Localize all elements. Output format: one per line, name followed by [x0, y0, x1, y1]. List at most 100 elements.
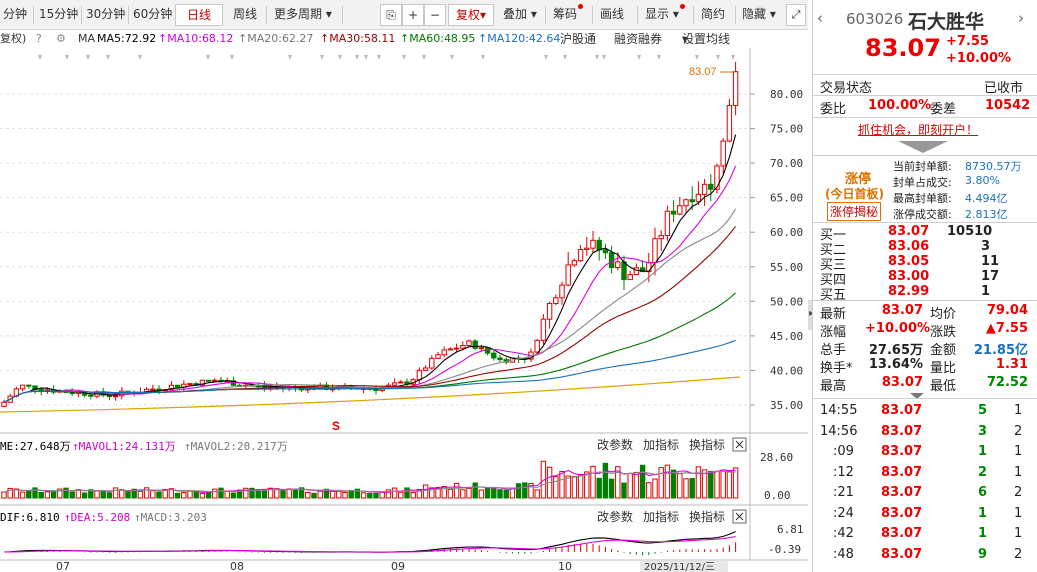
restore-rights-dropdown[interactable]: 复权▾: [448, 4, 494, 26]
volume-bar: [317, 490, 323, 499]
back-chevron-icon[interactable]: ‹: [817, 9, 823, 27]
price-axis-tick: 35.00: [770, 399, 803, 412]
stat-value: 27.65万: [868, 343, 923, 358]
volume-bar: [125, 490, 131, 499]
bid-label: 买五: [820, 288, 847, 303]
volume-bar: [677, 473, 683, 499]
vol-close-icon[interactable]: [732, 437, 747, 452]
kline-chart[interactable]: 80.00 75.00 70.00 65.00 60.00 55.00 50.00 45.00…: [0, 0, 808, 572]
hugutong-label[interactable]: 沪股通: [560, 32, 597, 46]
vol-switch-indicator-button[interactable]: 换指标: [689, 437, 725, 452]
forward-chevron-icon[interactable]: ›: [1018, 9, 1024, 27]
bid-volume: 17: [981, 269, 1000, 284]
status-label: 交易状态: [820, 81, 873, 96]
period-15min[interactable]: 15分钟: [39, 7, 79, 21]
candle: [150, 388, 156, 391]
chevron-down-icon: ▾: [527, 7, 537, 21]
more-periods-dropdown[interactable]: 更多周期 ▾: [274, 7, 332, 21]
open-account-link[interactable]: 抓住机会，即刻开户！: [858, 123, 979, 137]
draw-line-button[interactable]: 画线: [600, 7, 625, 21]
limit-up-reveal-button[interactable]: 涨停揭秘: [827, 202, 882, 221]
quote-panel: ‹ › 603026 石大胜华 83.07 +7.55 +10.00% 交易状态…: [812, 0, 1037, 572]
period-1min[interactable]: 分钟: [3, 7, 28, 21]
weicha-value: 10542: [985, 98, 1031, 113]
candle: [112, 395, 119, 398]
margin-trading-label[interactable]: 融资融券: [614, 32, 663, 46]
hide-button[interactable]: 隐藏 ▾: [742, 7, 776, 21]
candle: [88, 394, 94, 397]
volume-bar: [689, 478, 695, 499]
stock-name: 石大胜华: [908, 11, 985, 33]
zoom-out-icon[interactable]: −: [424, 4, 446, 26]
period-weekly[interactable]: 周线: [233, 7, 258, 21]
macd-add-indicator-button[interactable]: 加指标: [643, 509, 679, 524]
ma120-line: [3, 339, 736, 403]
volume-bar: [224, 490, 230, 499]
candle: [1, 401, 7, 407]
volume-bar: [621, 482, 627, 499]
event-arrow-icon: [86, 55, 90, 60]
volume-bar: [373, 492, 379, 499]
macd-switch-indicator-button[interactable]: 换指标: [689, 509, 725, 524]
vol-edit-params-button[interactable]: 改参数: [597, 437, 633, 452]
volume-bar: [658, 467, 664, 499]
stat-label: 换手*: [820, 361, 853, 376]
fullscreen-icon[interactable]: ⤢: [786, 4, 806, 26]
stat-label: 金额: [930, 343, 957, 358]
ma30-legend: ↑ MA30:58.11: [320, 32, 396, 45]
volume-bar: [385, 489, 392, 499]
collapse-ad-icon[interactable]: [898, 141, 948, 153]
zoom-in-icon[interactable]: +: [402, 4, 424, 26]
gear-icon[interactable]: ⚙: [56, 32, 66, 45]
macd-close-icon[interactable]: [732, 509, 747, 524]
collapse-panel-handle[interactable]: [808, 300, 814, 330]
tick-price: 83.07: [881, 444, 923, 459]
overlay-dropdown[interactable]: 叠加 ▾: [503, 7, 537, 21]
volume-bar: [81, 492, 88, 499]
simple-mode-button[interactable]: 简约: [701, 7, 726, 21]
seal-value-0: 8730.57万: [965, 160, 1022, 173]
vol-add-indicator-button[interactable]: 加指标: [643, 437, 679, 452]
period-30min[interactable]: 30分钟: [86, 7, 126, 21]
seal-value-2: 4.494亿: [965, 192, 1008, 205]
expand-stats-icon[interactable]: [910, 393, 924, 399]
period-daily[interactable]: 日线: [175, 4, 223, 26]
tick-time: :48: [833, 546, 854, 562]
stat-value: 13.64%: [868, 357, 923, 372]
event-arrow-icon: [716, 55, 720, 60]
event-arrow-icon: [695, 55, 699, 60]
stat-value: +10.00%: [865, 321, 931, 336]
chevron-right-icon: ▸: [809, 308, 814, 319]
macd-lines: [3, 531, 737, 556]
volume-bar: [627, 473, 633, 499]
event-arrow-icon: [450, 55, 454, 60]
ma-settings-dropdown[interactable]: 设置均线 ▾: [682, 32, 731, 46]
volume-bar: [354, 488, 361, 499]
volume-bar: [522, 482, 528, 499]
dif-line: [3, 531, 736, 553]
volume-bar: [243, 487, 249, 499]
volume-bar: [695, 466, 702, 499]
vol-legend: ME:27.648万: [0, 440, 71, 453]
display-dropdown[interactable]: 显示 ▾: [642, 4, 688, 26]
event-arrow-icon: [288, 55, 292, 60]
price-change: +7.55: [946, 34, 989, 49]
period-60min[interactable]: 60分钟: [133, 7, 173, 21]
macd-edit-params-button[interactable]: 改参数: [597, 509, 633, 524]
dea-line: [3, 535, 736, 553]
help-icon[interactable]: ?: [36, 32, 42, 45]
event-arrow-icon: [422, 55, 426, 60]
bid-price: 83.00: [888, 269, 930, 284]
chips-button[interactable]: 筹码: [550, 4, 586, 26]
restore-icon[interactable]: ⎘: [380, 4, 402, 26]
candles: [1, 61, 739, 407]
volume-bar: [7, 487, 13, 499]
candle: [720, 140, 726, 167]
volume-bar: [249, 487, 255, 499]
event-s-marker[interactable]: S: [332, 419, 340, 433]
volume-bar: [168, 488, 175, 499]
event-arrow-icon: [364, 55, 368, 60]
candle: [199, 379, 206, 386]
ma10-legend: ↑ MA10:68.12: [158, 32, 234, 45]
baseline-ma: [0, 376, 741, 413]
